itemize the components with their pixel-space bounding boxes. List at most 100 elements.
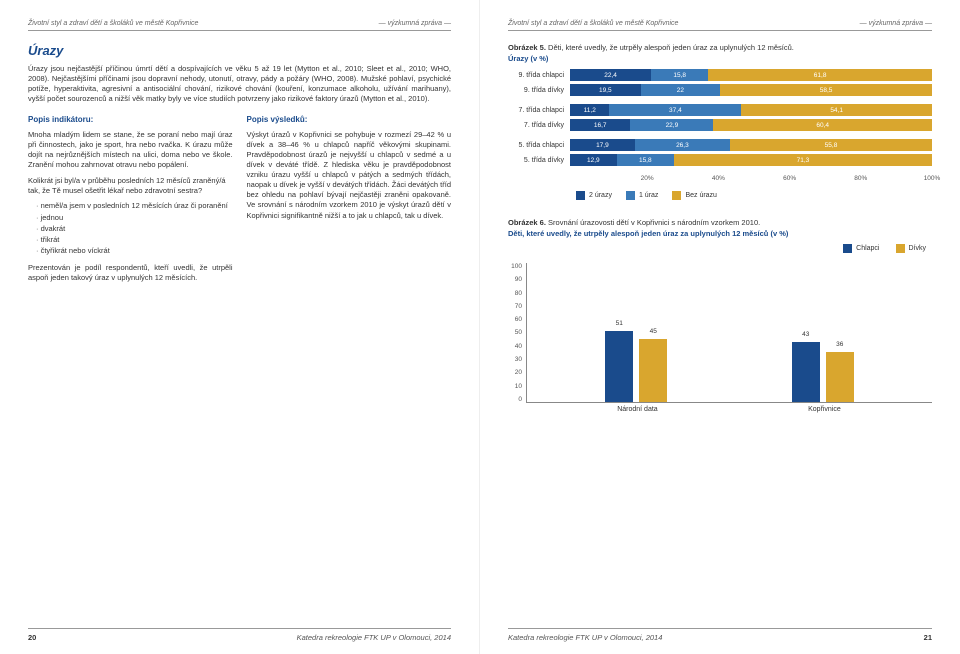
header-right: — výzkumná zpráva — — [860, 20, 932, 27]
header: Životní styl a zdraví dětí a školáků ve … — [28, 20, 451, 31]
option: dvakrát — [36, 223, 233, 234]
fig5-title: Obrázek 5. Děti, které uvedly, že utrpěl… — [508, 43, 932, 52]
legend-label: 1 úraz — [639, 192, 658, 199]
hbar-segment: 15,8 — [617, 154, 674, 166]
hbar-segment: 15,8 — [651, 69, 708, 81]
xaxis-tick: 60% — [783, 175, 796, 182]
vbar-group: 43 36 — [792, 342, 854, 402]
hbar-track: 17,926,355,8 — [570, 139, 932, 151]
legend-label: Dívky — [909, 245, 927, 252]
hbar-segment: 54,1 — [741, 104, 932, 116]
hbar-row: 5. třída chlapci17,926,355,8 — [508, 139, 932, 151]
indicator-title: Popis indikátoru: — [28, 115, 233, 124]
page-number: 20 — [28, 633, 36, 642]
legend-item: Dívky — [896, 244, 927, 253]
hbar-segment: 60,4 — [713, 119, 932, 131]
hbar-segment: 26,3 — [635, 139, 730, 151]
yaxis-tick: 90 — [508, 276, 522, 283]
fig5-title-prefix: Obrázek 5. — [508, 43, 546, 52]
legend-swatch — [626, 191, 635, 200]
fig6-title-prefix: Obrázek 6. — [508, 218, 546, 227]
hbar-segment: 22 — [641, 84, 721, 96]
vbar: 43 — [792, 342, 820, 402]
hbar-track: 16,722,960,4 — [570, 119, 932, 131]
yaxis-tick: 50 — [508, 329, 522, 336]
page-right: Životní styl a zdraví dětí a školáků ve … — [480, 0, 960, 654]
hbar-label: 7. třída chlapci — [508, 107, 570, 114]
legend-swatch — [672, 191, 681, 200]
legend-item: 1 úraz — [626, 191, 658, 200]
legend-item: Bez úrazu — [672, 191, 717, 200]
hbar-segment: 61,8 — [708, 69, 932, 81]
option: třikrát — [36, 234, 233, 245]
hbar-segment: 19,5 — [570, 84, 641, 96]
hbar-row: 5. třída dívky12,915,871,3 — [508, 154, 932, 166]
fig5-legend: 2 úrazy 1 úraz Bez úrazu — [576, 191, 932, 200]
header-left: Životní styl a zdraví dětí a školáků ve … — [28, 20, 198, 27]
hbar-segment: 58,5 — [720, 84, 932, 96]
hbar-segment: 22,4 — [570, 69, 651, 81]
xaxis-tick: 20% — [641, 175, 654, 182]
fig6-yaxis: 1009080706050403020100 — [508, 263, 526, 403]
footer: 20 Katedra rekreologie FTK UP v Olomouci… — [28, 628, 451, 642]
indicator-p1: Mnoha mladým lidem se stane, že se poran… — [28, 130, 233, 171]
vbar: 51 — [605, 331, 633, 402]
hbar-track: 19,52258,5 — [570, 84, 932, 96]
vbar-value: 45 — [650, 328, 657, 335]
xaxis-label: Kopřivnice — [808, 406, 841, 413]
hbar-segment: 55,8 — [730, 139, 932, 151]
legend-swatch — [843, 244, 852, 253]
hbar-segment: 12,9 — [570, 154, 617, 166]
yaxis-tick: 30 — [508, 356, 522, 363]
xaxis-tick: 100% — [924, 175, 941, 182]
results-title: Popis výsledků: — [247, 115, 452, 124]
hbar-label: 5. třída chlapci — [508, 142, 570, 149]
vbar-value: 36 — [836, 341, 843, 348]
vbar: 45 — [639, 339, 667, 402]
hbar-row: 9. třída dívky19,52258,5 — [508, 84, 932, 96]
xaxis-tick: 80% — [854, 175, 867, 182]
yaxis-tick: 20 — [508, 369, 522, 376]
vbar-group: 5145 — [605, 331, 667, 402]
intro-text: Úrazy jsou nejčastější příčinou úmrtí dě… — [28, 64, 451, 105]
hbar-label: 9. třída chlapci — [508, 72, 570, 79]
indicator-question: Kolikrát jsi byl/a v průběhu posledních … — [28, 176, 233, 196]
fig6-title-rest: Srovnání úrazovosti dětí v Kopřivnici s … — [546, 218, 760, 227]
yaxis-tick: 100 — [508, 263, 522, 270]
legend-swatch — [576, 191, 585, 200]
col-indicator: Popis indikátoru: Mnoha mladým lidem se … — [28, 115, 233, 289]
section-title: Úrazy — [28, 43, 451, 58]
legend-label: 2 úrazy — [589, 192, 612, 199]
legend-label: Bez úrazu — [685, 192, 717, 199]
yaxis-tick: 40 — [508, 343, 522, 350]
hbar-label: 7. třída dívky — [508, 122, 570, 129]
legend-swatch — [896, 244, 905, 253]
xaxis-label: Národní data — [617, 406, 657, 413]
hbar-label: 9. třída dívky — [508, 87, 570, 94]
footer-text: Katedra rekreologie FTK UP v Olomouci, 2… — [508, 633, 662, 642]
hbar-label: 5. třída dívky — [508, 157, 570, 164]
yaxis-tick: 80 — [508, 290, 522, 297]
fig6-plot: 51454336 — [526, 263, 932, 403]
legend-item: 2 úrazy — [576, 191, 612, 200]
col-results: Popis výsledků: Výskyt úrazů v Kopřivnic… — [247, 115, 452, 289]
yaxis-tick: 10 — [508, 383, 522, 390]
header-right: — výzkumná zpráva — — [379, 20, 451, 27]
results-p1: Výskyt úrazů v Kopřivnici se pohybuje v … — [247, 130, 452, 221]
fig6-title: Obrázek 6. Srovnání úrazovosti dětí v Ko… — [508, 218, 932, 227]
page-left: Životní styl a zdraví dětí a školáků ve … — [0, 0, 480, 654]
fig5-title-rest: Děti, které uvedly, že utrpěly alespoň j… — [546, 43, 794, 52]
indicator-p2: Prezentován je podíl respondentů, kteří … — [28, 263, 233, 283]
hbar-segment: 16,7 — [570, 119, 630, 131]
xaxis-tick: 40% — [712, 175, 725, 182]
vbar-value: 43 — [802, 331, 809, 338]
fig6-xaxis: Národní data Kopřivnice — [526, 403, 932, 413]
hbar-track: 22,415,861,8 — [570, 69, 932, 81]
yaxis-tick: 70 — [508, 303, 522, 310]
two-column-body: Popis indikátoru: Mnoha mladým lidem se … — [28, 115, 451, 289]
vbar-value: 51 — [616, 320, 623, 327]
yaxis-tick: 0 — [508, 396, 522, 403]
fig6-subtitle: Děti, které uvedly, že utrpěly alespoň j… — [508, 229, 932, 238]
header-left: Životní styl a zdraví dětí a školáků ve … — [508, 20, 678, 27]
hbar-track: 12,915,871,3 — [570, 154, 932, 166]
